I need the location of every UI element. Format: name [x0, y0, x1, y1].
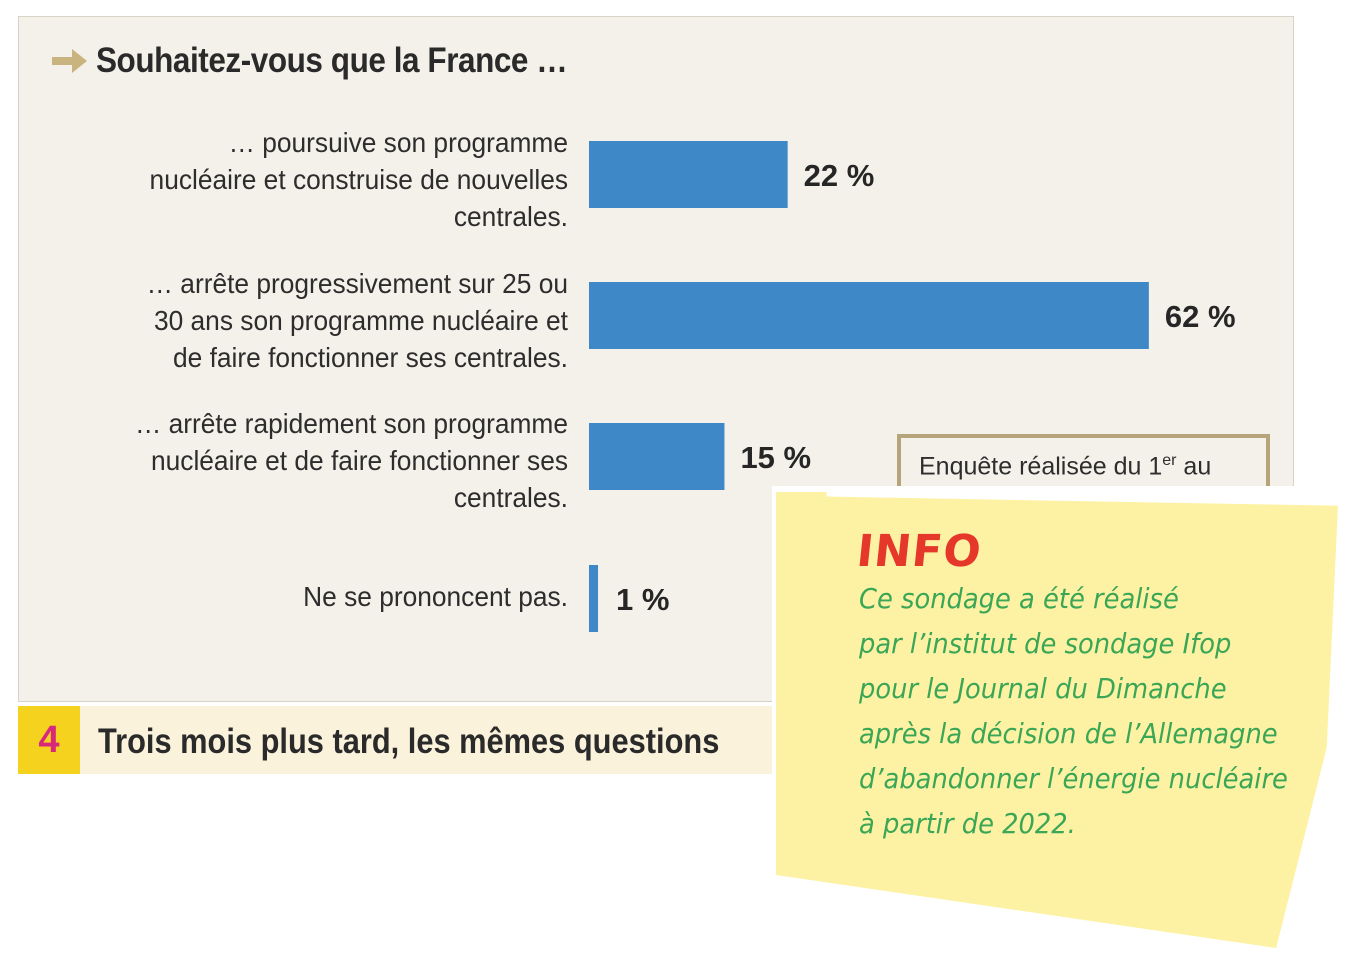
category-label-line: centrales. — [453, 482, 568, 513]
category-label-line: centrales. — [453, 201, 568, 232]
info-note-title: INFO — [854, 526, 985, 577]
chart-heading: Souhaitez-vous que la France … — [52, 36, 620, 86]
chart-title: Souhaitez-vous que la France … — [96, 41, 568, 80]
category-label-line: … arrête rapidement son programme — [134, 408, 569, 439]
survey-prefix: Enquête réalisée du 1 — [919, 452, 1163, 481]
section-header: 4 Trois mois plus tard, les mêmes questi… — [18, 706, 793, 774]
info-note-line: à partir de 2022. — [859, 807, 1076, 840]
category-label-2: … arrête progressivement sur 25 ou 30 ans… — [81, 265, 568, 376]
arrow-right-icon — [52, 49, 87, 73]
survey-superscript: er — [1162, 452, 1177, 469]
category-label-1: … poursuive son programme nucléaire et co… — [81, 124, 568, 235]
info-note-line: Ce sondage a été réalisé — [859, 582, 1179, 615]
info-note-line: d’abandonner l’énergie nucléaire — [859, 762, 1288, 795]
category-label-line: Ne se prononcent pas. — [303, 581, 568, 612]
survey-date-text: Enquête réalisée du 1er au — [919, 452, 1211, 481]
category-label-line: 30 ans son programme nucléaire et — [153, 305, 568, 336]
category-label-3: … arrête rapidement son programme nucléai… — [81, 405, 568, 516]
category-label-line: … arrête progressivement sur 25 ou — [146, 268, 568, 299]
value-label-1: 22 % — [803, 158, 875, 193]
section-number: 4 — [38, 718, 60, 761]
category-label-line: de faire fonctionner ses centrales. — [172, 342, 568, 373]
info-note-line: par l’institut de sondage Ifop — [859, 627, 1232, 660]
value-label-2: 62 % — [1164, 299, 1236, 334]
survey-suffix: au — [1176, 452, 1212, 481]
value-label-4: 1 % — [616, 582, 670, 617]
category-label-line: … poursuive son programme — [228, 127, 569, 158]
category-label-4: Ne se prononcent pas. — [81, 578, 568, 615]
survey-info-box: Enquête réalisée du 1er au — [897, 434, 1270, 494]
section-title: Trois mois plus tard, les mêmes question… — [98, 722, 720, 761]
category-label-line: nucléaire et construise de nouvelles — [149, 164, 568, 195]
value-label-3: 15 % — [740, 440, 812, 475]
info-note-line: après la décision de l’Allemagne — [859, 717, 1278, 750]
category-label-line: nucléaire et de faire fonctionner ses — [151, 445, 568, 476]
section-number-badge: 4 — [18, 706, 80, 774]
sticky-note — [776, 492, 1338, 948]
info-note-line: pour le Journal du Dimanche — [859, 672, 1227, 705]
